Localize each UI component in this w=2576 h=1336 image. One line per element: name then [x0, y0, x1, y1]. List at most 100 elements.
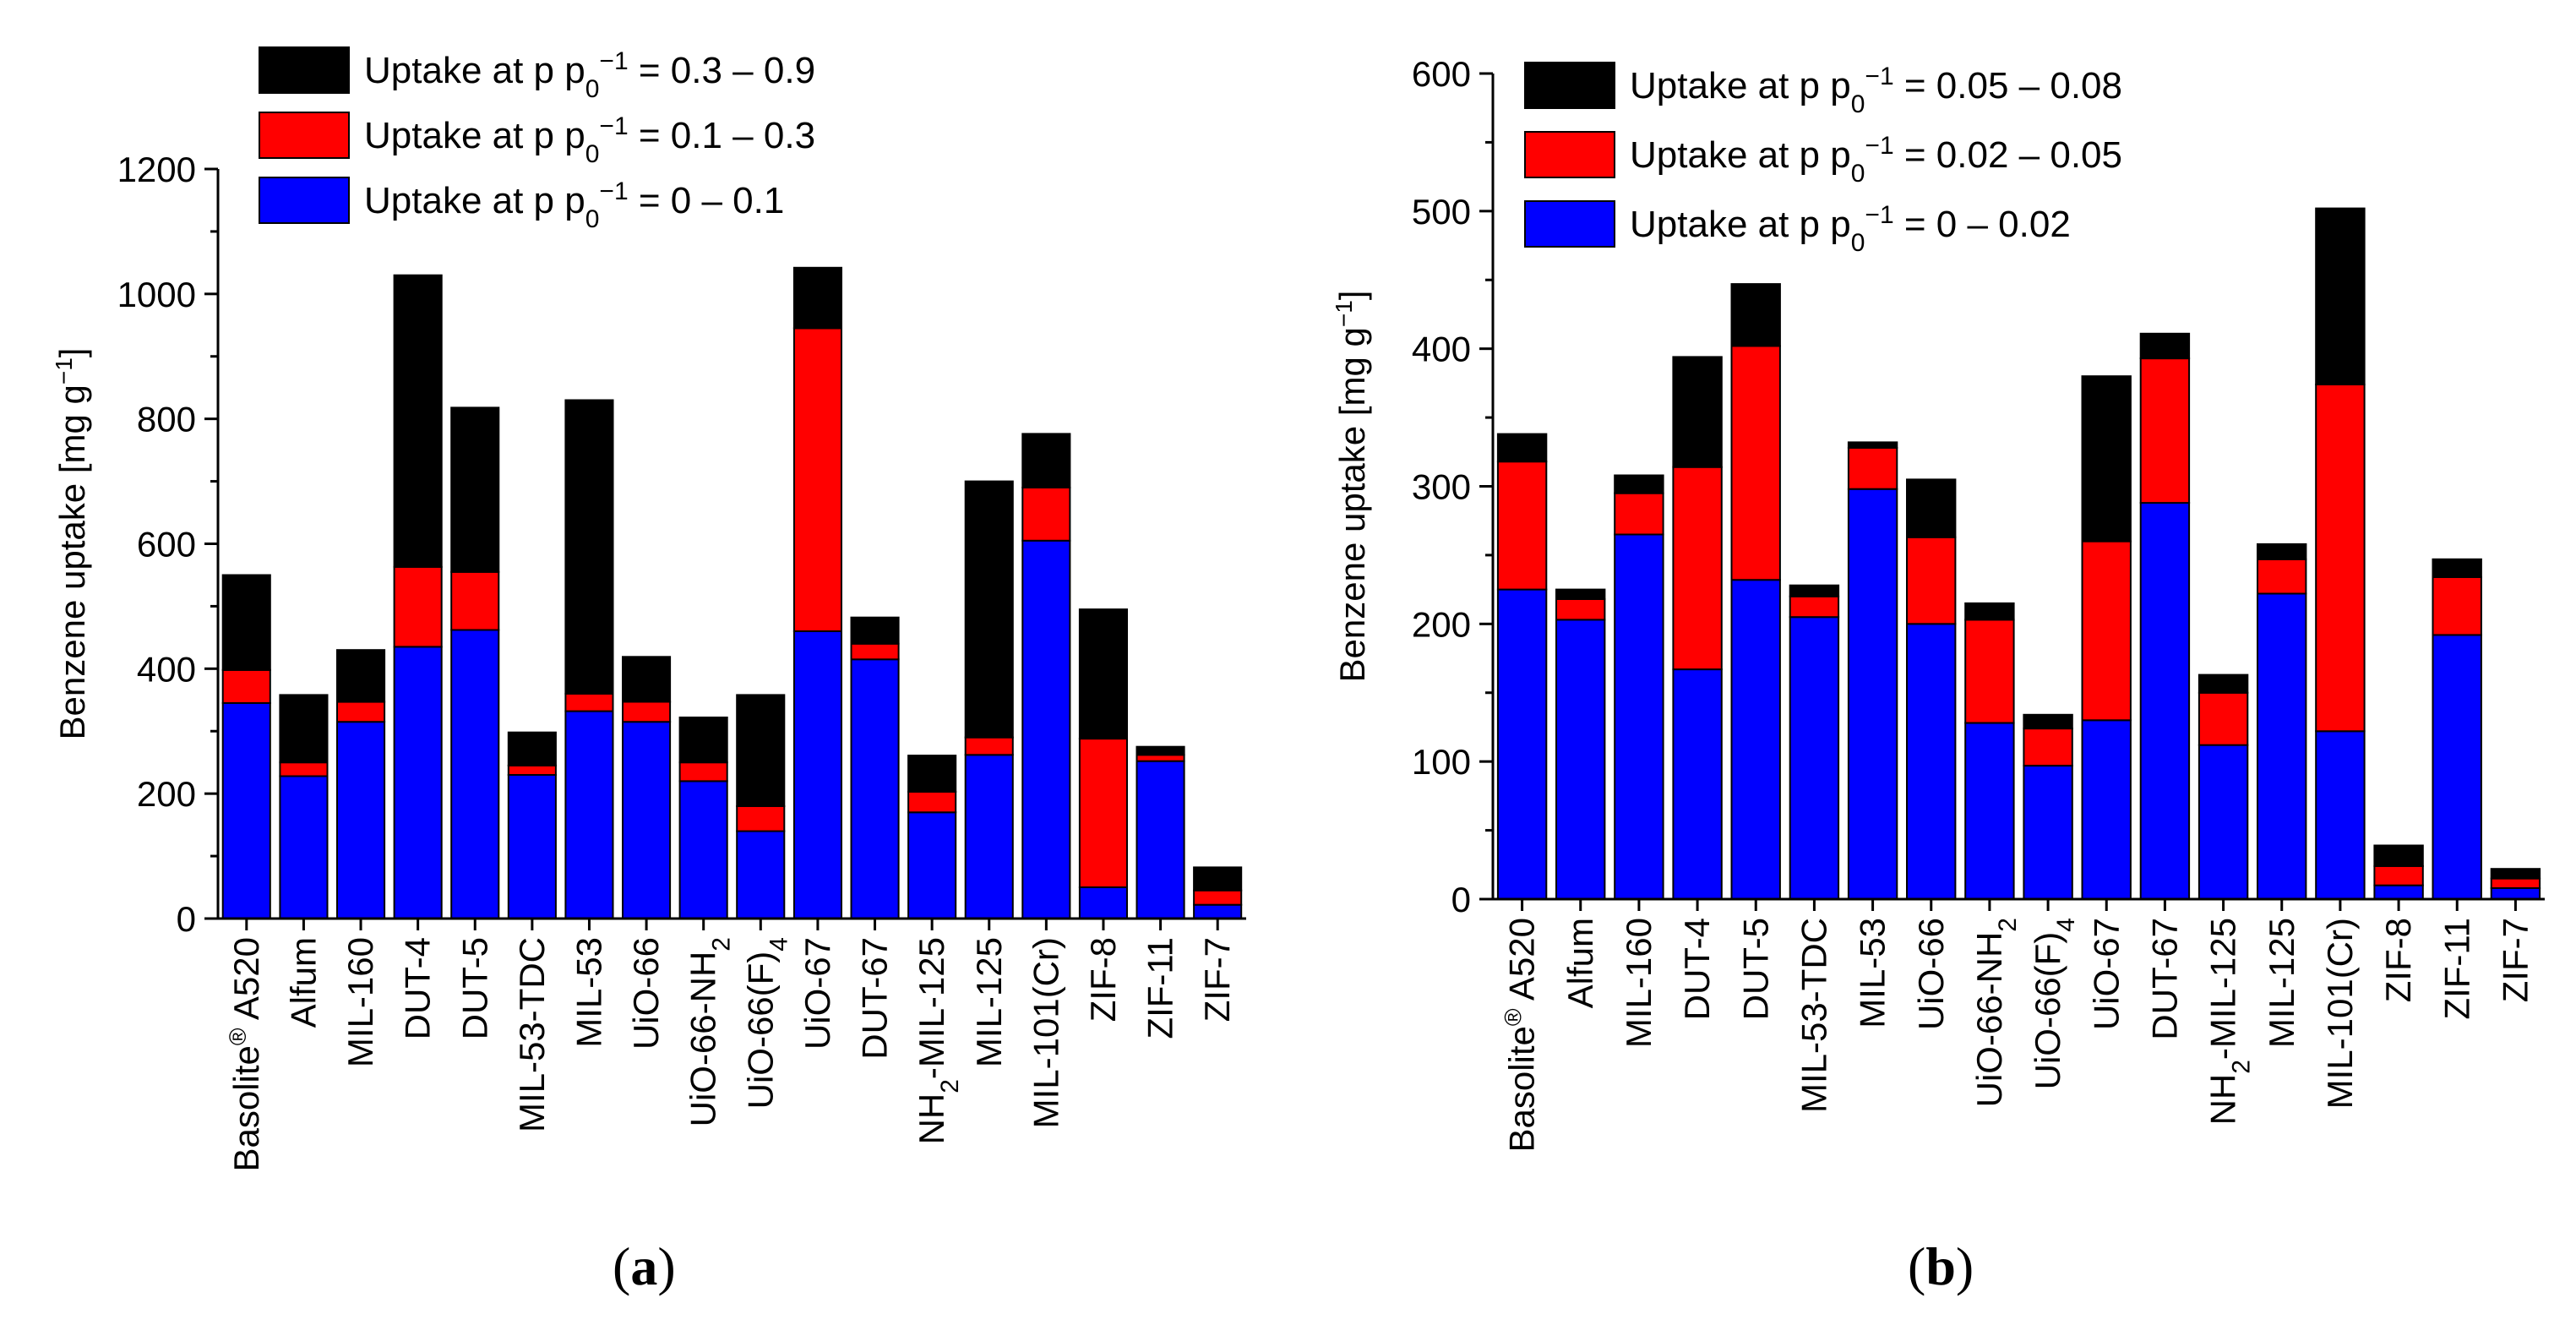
bar-b-14-series-2 [2257, 558, 2307, 595]
x-tick-label-a-2: Alfum [283, 937, 323, 1028]
y-tick-label-a-0: 0 [177, 899, 196, 939]
x-tick-label-a-16: ZIF-8 [1083, 937, 1123, 1022]
bar-a-6-series-3 [507, 731, 557, 766]
bar-b-9-series-3 [1964, 602, 2015, 621]
bar-a-5-series-1 [450, 629, 500, 919]
x-tick-label-a-11: UiO-67 [798, 937, 837, 1050]
bar-b-7-series-3 [1847, 441, 1898, 449]
bar-a-16-series-3 [1078, 608, 1129, 740]
x-tick-label-a-9: UiO-66-NH2 [683, 937, 736, 1126]
y-tick-label-b-300: 300 [1412, 467, 1471, 507]
y-tick-label-a-400: 400 [137, 649, 196, 689]
bar-b-17-series-1 [2432, 634, 2482, 901]
x-tick-label-a-5: DUT-5 [455, 937, 494, 1039]
bar-b-18-series-1 [2490, 887, 2541, 900]
x-tick-label-b-8: UiO-66 [1911, 918, 1951, 1030]
bar-a-17-series-1 [1136, 760, 1185, 920]
bar-b-1-series-2 [1496, 461, 1548, 591]
chart-panel-a: Basolite® A520 Alfum MIL-160 DUT-4 DUT-5 MIL-… [51, 46, 1246, 1172]
bar-b-10-series-3 [2023, 713, 2073, 730]
bar-b-2-series-1 [1555, 619, 1606, 901]
bar-a-17-series-3 [1136, 745, 1185, 756]
x-tick-label-a-10: UiO-66(F)4 [740, 937, 792, 1109]
x-tick-label-b-4: DUT-4 [1677, 918, 1717, 1020]
bar-a-2-series-1 [279, 775, 329, 919]
bar-b-11-series-2 [2081, 540, 2132, 722]
bar-b-14-series-1 [2257, 592, 2307, 900]
x-tick-label-a-18: ZIF-7 [1197, 937, 1237, 1022]
bar-b-6-series-1 [1789, 616, 1840, 900]
x-tick-label-a-8: UiO-66 [626, 937, 666, 1050]
bar-b-10-series-2 [2023, 728, 2073, 767]
bar-b-11-series-1 [2081, 719, 2132, 900]
bar-b-2-series-3 [1555, 588, 1606, 600]
bar-a-17-series-2 [1136, 754, 1185, 762]
bar-b-4-series-1 [1672, 668, 1723, 900]
legend-label-a-3: Uptake at p p0−1 = 0 – 0.1 [364, 177, 784, 233]
bar-b-9-series-2 [1964, 619, 2015, 724]
bar-b-15-series-2 [2315, 384, 2366, 733]
bar-a-6-series-2 [507, 764, 557, 777]
x-tick-label-b-3: MIL-160 [1619, 918, 1658, 1048]
y-tick-label-b-0: 0 [1451, 880, 1471, 919]
bar-a-3-series-1 [336, 721, 386, 920]
bar-a-5-series-2 [450, 570, 500, 631]
bar-b-17-series-3 [2432, 558, 2482, 578]
x-tick-label-a-1: Basolite® A520 [224, 937, 266, 1172]
bar-b-10-series-1 [2023, 765, 2073, 900]
y-tick-label-a-200: 200 [137, 774, 196, 814]
legend-swatch-b-2 [1524, 131, 1615, 178]
x-tick-label-b-11: UiO-67 [2086, 918, 2126, 1030]
bar-a-1-series-3 [221, 574, 271, 671]
bar-a-3-series-2 [336, 701, 386, 723]
bar-a-14-series-3 [964, 480, 1014, 739]
bar-b-3-series-2 [1614, 492, 1664, 536]
bar-a-1-series-1 [221, 702, 271, 919]
bar-a-11-series-3 [792, 266, 843, 330]
bar-b-18-series-3 [2490, 868, 2541, 880]
legend-label-b-1: Uptake at p p0−1 = 0.05 – 0.08 [1630, 63, 2122, 118]
bar-a-4-series-2 [393, 565, 443, 648]
y-tick-label-b-600: 600 [1412, 54, 1471, 94]
bar-a-8-series-1 [622, 721, 672, 920]
x-tick-label-b-2: Alfum [1560, 918, 1600, 1008]
bar-a-12-series-3 [850, 616, 900, 645]
legend-label-b-2: Uptake at p p0−1 = 0.02 – 0.05 [1630, 132, 2122, 188]
bar-a-8-series-3 [622, 656, 672, 703]
bar-a-10-series-2 [736, 805, 786, 832]
x-tick-label-a-4: DUT-4 [398, 937, 438, 1039]
bar-a-9-series-2 [678, 761, 728, 783]
bar-b-12-series-1 [2139, 502, 2191, 900]
bar-a-16-series-1 [1078, 886, 1129, 919]
bar-b-3-series-3 [1614, 474, 1664, 494]
bar-a-18-series-1 [1193, 903, 1243, 919]
legend-swatch-a-2 [259, 112, 350, 159]
y-tick-label-b-200: 200 [1412, 604, 1471, 644]
bar-b-4-series-2 [1672, 466, 1723, 671]
bar-b-11-series-3 [2081, 375, 2132, 543]
bar-a-4-series-1 [393, 646, 443, 919]
legend-label-a-1: Uptake at p p0−1 = 0.3 – 0.9 [364, 47, 815, 103]
bar-b-5-series-2 [1730, 345, 1781, 581]
bar-b-5-series-3 [1730, 283, 1781, 347]
bar-a-2-series-3 [279, 694, 329, 764]
bar-a-18-series-3 [1193, 866, 1243, 892]
bar-a-13-series-2 [907, 790, 957, 814]
bar-a-15-series-1 [1021, 539, 1071, 919]
x-tick-label-b-7: MIL-53 [1853, 918, 1893, 1028]
x-tick-label-b-9: UiO-66-NH2 [1969, 918, 2022, 1107]
bar-a-15-series-2 [1021, 487, 1071, 542]
bar-a-6-series-1 [507, 774, 557, 919]
bar-a-12-series-2 [850, 642, 900, 661]
x-tick-label-b-17: ZIF-11 [2437, 918, 2476, 1020]
bar-a-12-series-1 [850, 658, 900, 919]
bar-b-3-series-1 [1614, 533, 1664, 900]
bar-a-11-series-2 [792, 327, 843, 632]
y-tick-label-a-800: 800 [137, 400, 196, 439]
bar-b-1-series-1 [1496, 588, 1548, 900]
bar-b-6-series-3 [1789, 584, 1840, 597]
x-tick-label-a-17: ZIF-11 [1141, 937, 1180, 1039]
bar-a-13-series-3 [907, 755, 957, 793]
y-tick-label-b-500: 500 [1412, 192, 1471, 232]
bar-b-15-series-1 [2315, 730, 2366, 900]
